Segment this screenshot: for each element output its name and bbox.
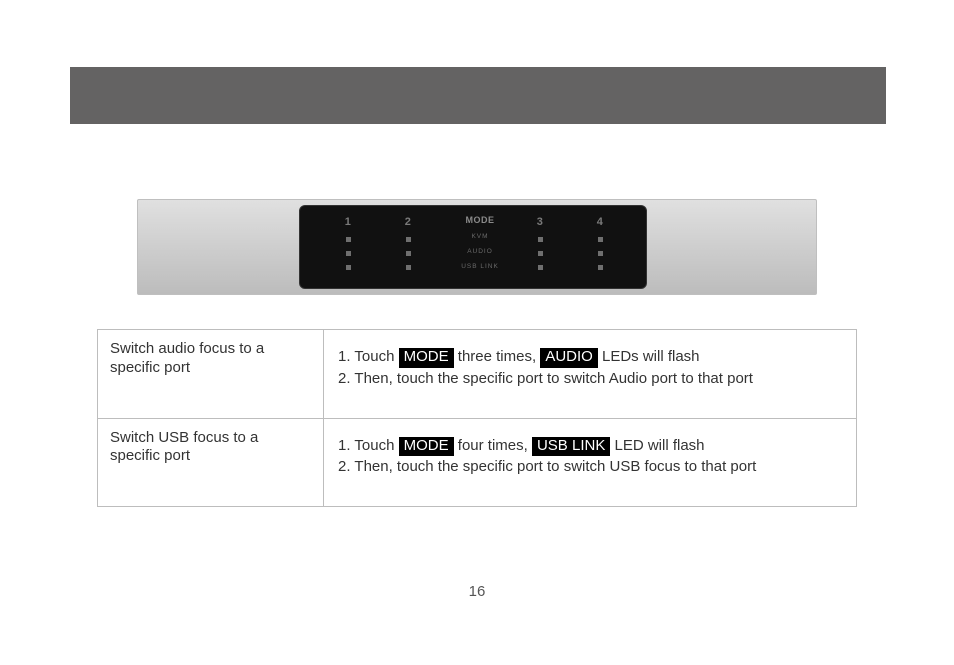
mode-chip: MODE <box>399 437 454 457</box>
step-text: LEDs will flash <box>598 348 700 365</box>
port-column-4: 4 <box>580 216 620 270</box>
usblink-chip: USB LINK <box>532 437 610 457</box>
steps-cell: 1. Touch MODE four times, USB LINK LED w… <box>324 419 857 507</box>
led-indicator <box>538 251 543 256</box>
row-label-usblink: USB LINK <box>450 263 510 270</box>
mode-label: MODE <box>450 215 510 225</box>
step-text: four times, <box>454 437 532 454</box>
port-column-1: 1 <box>328 216 368 270</box>
port-number: 2 <box>388 216 428 228</box>
step-text: 1. Touch <box>338 437 399 454</box>
mode-chip: MODE <box>399 348 454 368</box>
port-column-3: 3 <box>520 216 560 270</box>
row-label-audio: AUDIO <box>450 248 510 255</box>
port-number: 4 <box>580 216 620 228</box>
mode-center-column: MODE KVM AUDIO USB LINK <box>450 215 510 270</box>
header-bar <box>70 67 886 124</box>
led-indicator <box>406 251 411 256</box>
led-indicator <box>598 237 603 242</box>
led-indicator <box>346 265 351 270</box>
steps-cell: 1. Touch MODE three times, AUDIO LEDs wi… <box>324 330 857 418</box>
port-number: 3 <box>520 216 560 228</box>
step-text: 1. Touch <box>338 348 399 365</box>
table-row: Switch USB focus to a specific port 1. T… <box>97 419 857 508</box>
led-indicator <box>538 265 543 270</box>
device-touch-panel: 1 2 MODE KVM AUDIO USB LINK 3 <box>299 205 647 289</box>
led-indicator <box>406 265 411 270</box>
led-indicator <box>406 237 411 242</box>
step-text: LED will flash <box>610 437 704 454</box>
instruction-table: Switch audio focus to a specific port 1.… <box>97 329 857 507</box>
port-number: 1 <box>328 216 368 228</box>
table-row: Switch audio focus to a specific port 1.… <box>97 330 857 419</box>
step-line: 1. Touch MODE three times, AUDIO LEDs wi… <box>338 346 842 368</box>
row-label-kvm: KVM <box>450 233 510 240</box>
led-indicator <box>538 237 543 242</box>
step-text: three times, <box>454 348 541 365</box>
led-indicator <box>598 265 603 270</box>
step-line: 1. Touch MODE four times, USB LINK LED w… <box>338 435 842 457</box>
step-line: 2. Then, touch the specific port to swit… <box>338 368 842 390</box>
step-line: 2. Then, touch the specific port to swit… <box>338 456 842 478</box>
port-column-2: 2 <box>388 216 428 270</box>
page-number: 16 <box>0 583 954 600</box>
audio-chip: AUDIO <box>540 348 598 368</box>
led-indicator <box>346 251 351 256</box>
action-cell: Switch USB focus to a specific port <box>97 419 324 507</box>
led-indicator <box>346 237 351 242</box>
manual-page: 1 2 MODE KVM AUDIO USB LINK 3 <box>0 0 954 665</box>
action-cell: Switch audio focus to a specific port <box>97 330 324 418</box>
led-indicator <box>598 251 603 256</box>
device-illustration: 1 2 MODE KVM AUDIO USB LINK 3 <box>137 199 817 295</box>
